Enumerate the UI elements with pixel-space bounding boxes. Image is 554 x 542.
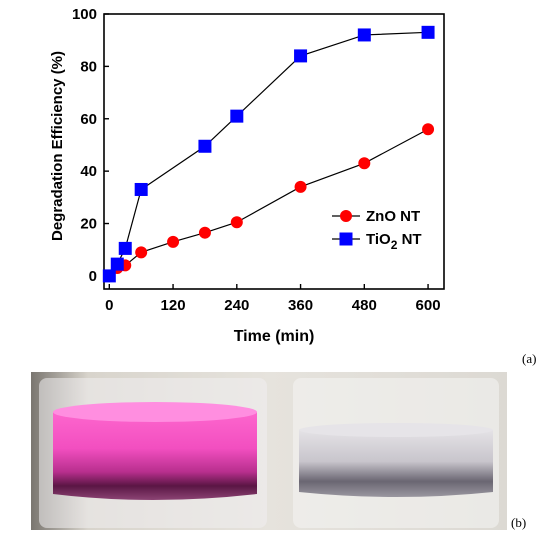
data-point: [110, 257, 124, 271]
panel-label-a: (a): [522, 351, 537, 366]
series-1: [102, 25, 435, 283]
x-tick-label: 0: [105, 297, 113, 314]
data-point: [421, 25, 435, 39]
legend-label: ZnO NT: [366, 208, 420, 225]
x-axis-label: Time (min): [234, 328, 315, 345]
data-point: [118, 241, 132, 255]
pink-solution-surface: [53, 402, 257, 422]
data-point: [135, 246, 148, 259]
sample-photo: [31, 372, 507, 530]
pink-solution: [53, 406, 257, 500]
data-point: [198, 226, 211, 239]
data-point: [230, 109, 244, 123]
x-tick-label: 240: [224, 297, 249, 314]
y-axis-label: Degradation Efficiency (%): [49, 51, 66, 241]
y-tick-label: 40: [80, 163, 97, 180]
x-tick-label: 480: [352, 297, 377, 314]
clear-solution: [299, 426, 493, 497]
data-point: [422, 123, 435, 136]
y-tick-label: 80: [80, 58, 97, 75]
legend-marker: [340, 210, 352, 222]
clear-solution-surface: [299, 423, 493, 437]
y-tick-label: 60: [80, 111, 97, 128]
legend: ZnO NT TiO2 NT: [332, 208, 422, 252]
series-0: [103, 123, 435, 282]
y-tick-label: 0: [89, 268, 97, 285]
y-tick-label: 20: [80, 216, 97, 233]
x-tick-label: 600: [416, 297, 441, 314]
data-point: [294, 49, 308, 63]
data-point: [294, 180, 307, 193]
data-point: [167, 235, 180, 248]
panel-label-b: (b): [511, 515, 527, 530]
data-point: [358, 157, 371, 170]
data-point: [357, 28, 371, 42]
data-point: [134, 182, 148, 196]
plot-frame: [103, 13, 445, 290]
series-line: [108, 128, 429, 277]
y-tick-label: 100: [72, 6, 97, 23]
data-point: [230, 216, 243, 229]
legend-label: TiO2 NT: [366, 231, 422, 252]
legend-marker: [339, 232, 353, 246]
data-point: [102, 269, 116, 283]
data-point: [198, 139, 212, 153]
x-tick-label: 360: [288, 297, 313, 314]
x-tick-label: 120: [161, 297, 186, 314]
